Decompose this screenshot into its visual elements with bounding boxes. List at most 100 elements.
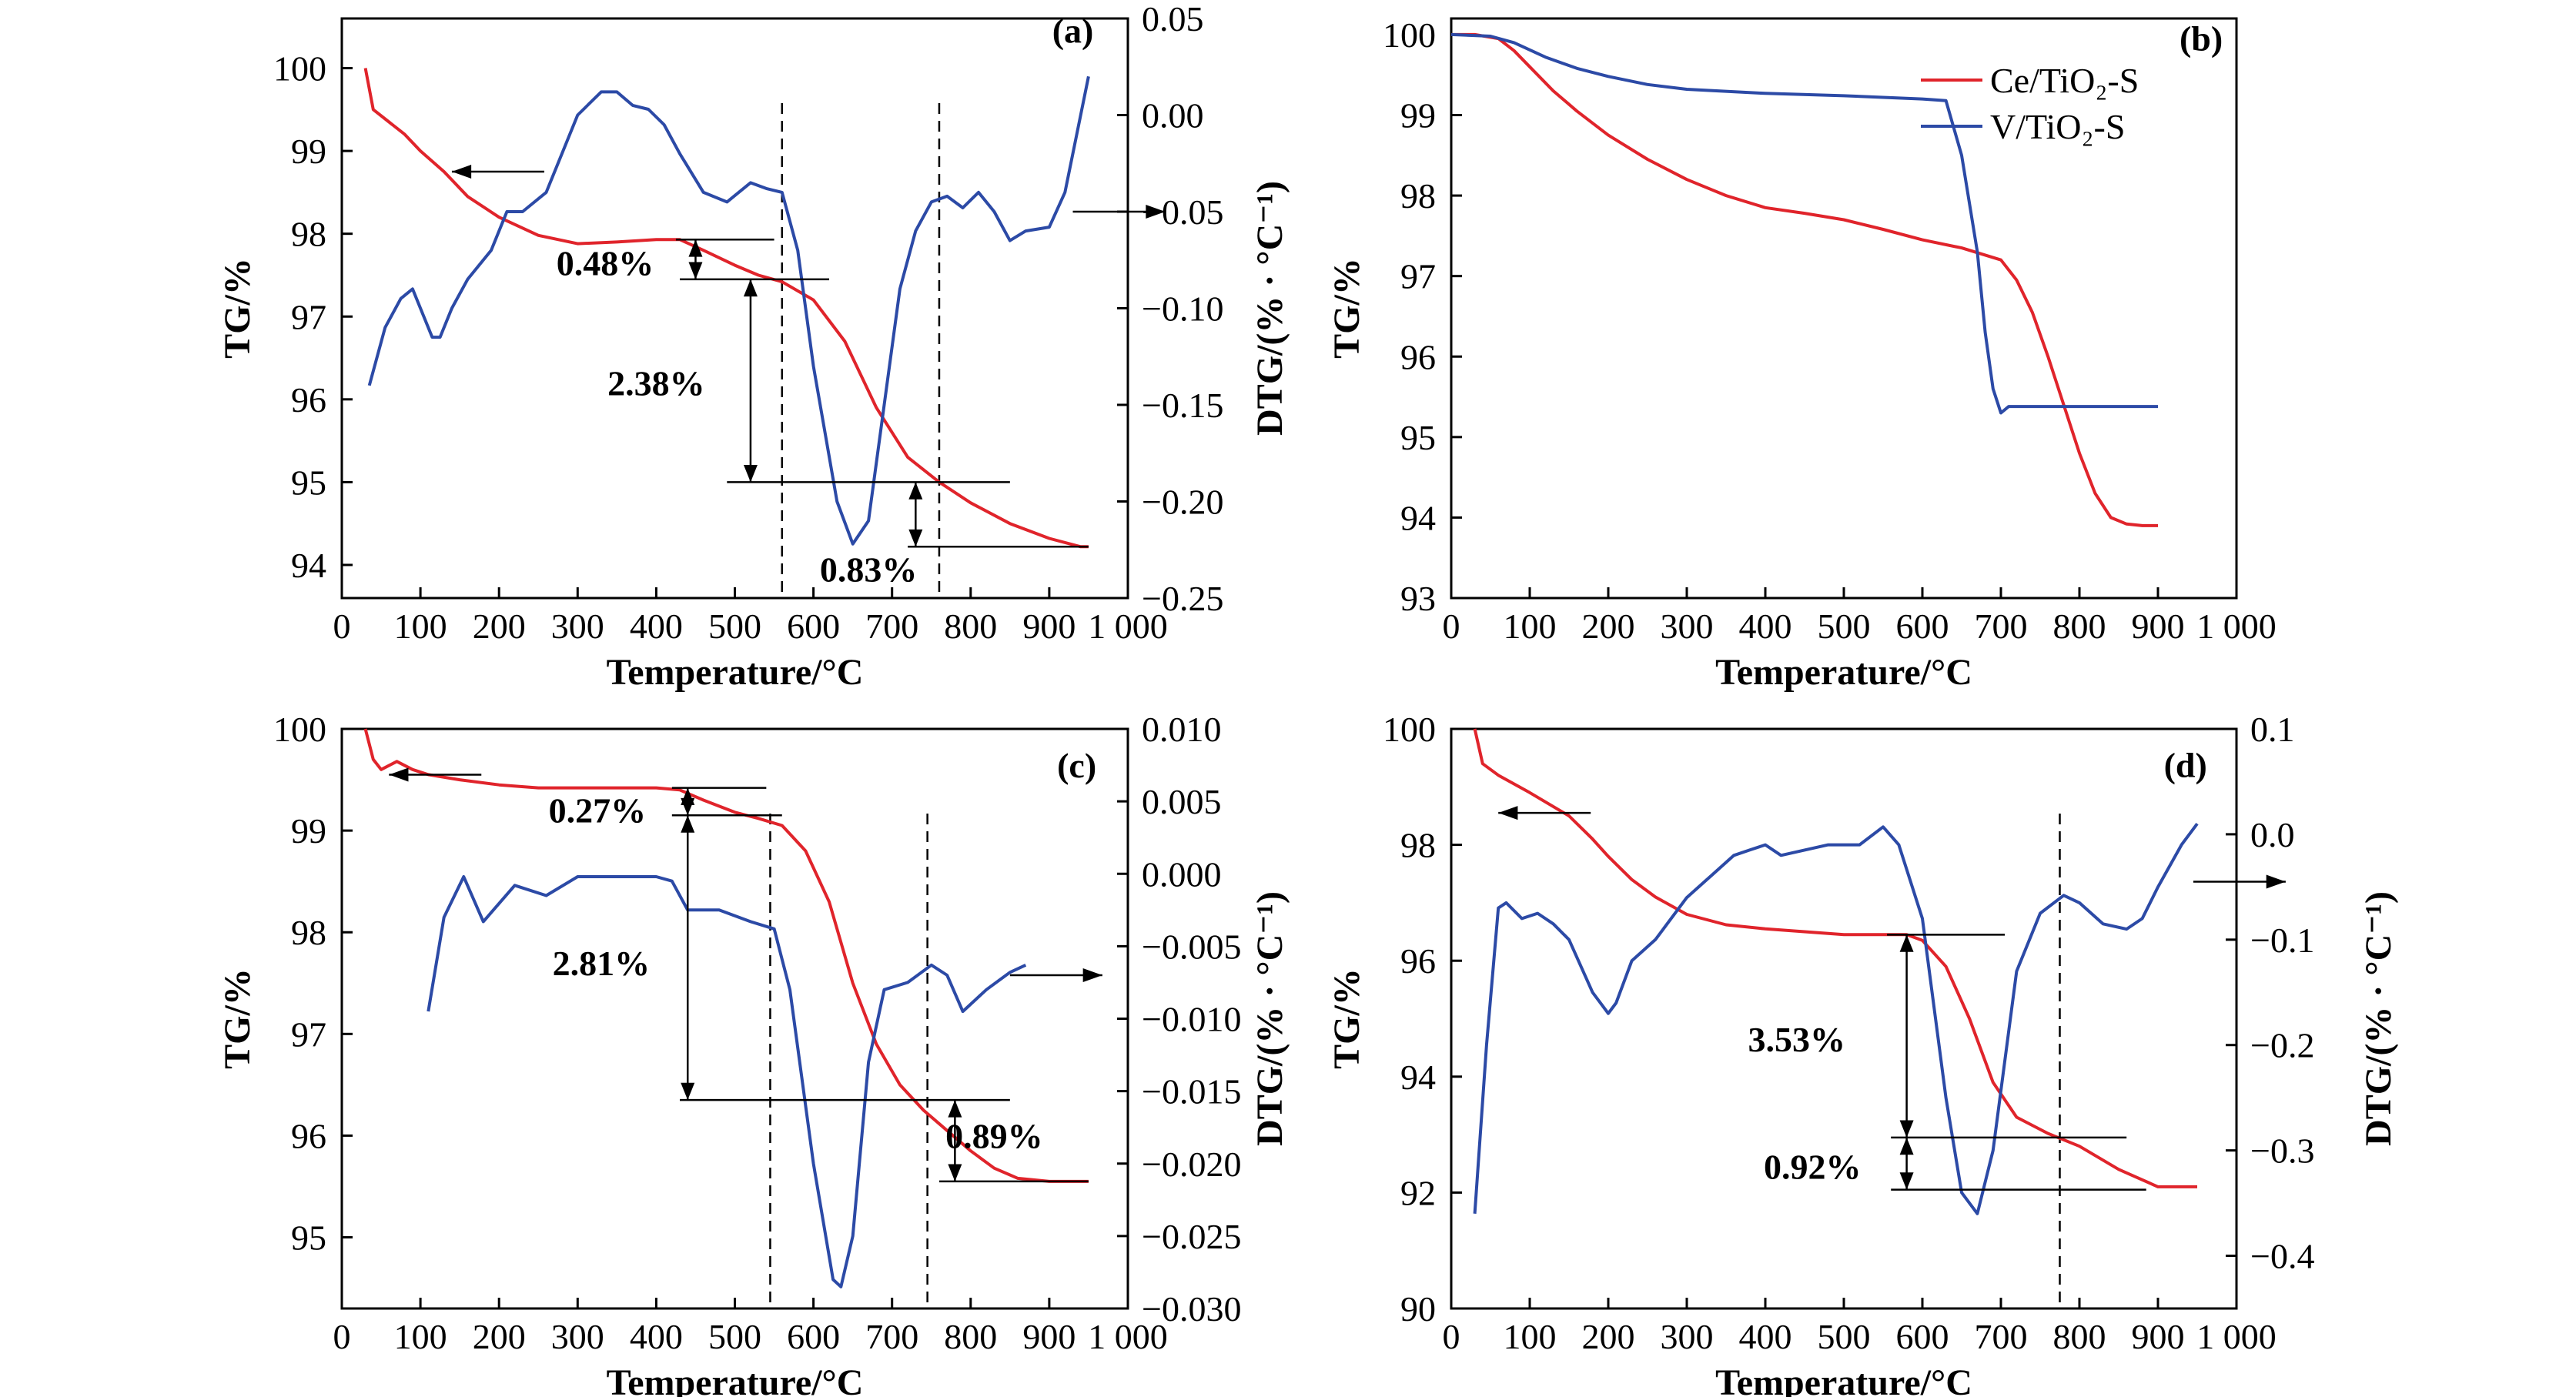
panel-label: (d) [2164, 746, 2207, 785]
y-tick-label: 96 [1400, 941, 1436, 981]
arrow-head [451, 165, 472, 179]
y-tick-label: 94 [291, 546, 326, 585]
x-tick-label: 0 [333, 1317, 351, 1356]
x-tick-label: 300 [1661, 607, 1714, 646]
dtg-curve [427, 875, 1027, 1288]
arrow-head [1899, 1172, 1914, 1190]
y-tick-label: 95 [291, 463, 326, 502]
y-tick-label: 93 [1400, 579, 1436, 618]
arrow-head [1899, 1137, 1914, 1155]
y-tick-label: 99 [1400, 96, 1436, 135]
x-tick-label: 1 000 [1088, 607, 1168, 646]
x-tick-label: 300 [551, 607, 604, 646]
mass-loss-label: 0.48% [557, 243, 654, 282]
x-tick-label: 100 [1504, 607, 1557, 646]
x-tick-label: 100 [394, 1317, 447, 1356]
y-tick-label: 96 [1400, 337, 1436, 376]
y2-tick-label: −0.005 [1142, 927, 1241, 966]
y2-tick-label: −0.015 [1142, 1072, 1241, 1111]
y-axis-label: TG/% [1326, 968, 1367, 1069]
y2-tick-label: −0.1 [2250, 921, 2314, 960]
arrow-head [948, 1164, 962, 1181]
x-tick-label: 100 [1504, 1317, 1557, 1356]
y-tick-label: 96 [291, 380, 326, 419]
x-tick-label: 500 [708, 607, 761, 646]
tg-curve [1473, 728, 2197, 1188]
x-tick-label: 600 [787, 607, 840, 646]
x-tick-label: 0 [1443, 1317, 1460, 1356]
dtg-curve [1473, 823, 2199, 1215]
x-tick-label: 500 [1818, 1317, 1871, 1356]
panel-a: 0 100 200 300 400 500 600 700 800 900 1 000 94 95 96 9… [217, 0, 1290, 693]
y2-tick-label: −0.15 [1142, 386, 1223, 425]
mass-loss-label: 0.89% [945, 1116, 1043, 1155]
arrow-head [2266, 874, 2286, 889]
panel-b: 0 100 200 300 400 500 600 700 800 900 1 000 93 94 95 9… [1326, 15, 2277, 693]
panel-label: (b) [2180, 18, 2223, 58]
y2-tick-label: −0.4 [2250, 1237, 2314, 1276]
arrow-head [908, 529, 923, 547]
y-tick-label: 95 [291, 1218, 326, 1258]
x-tick-label: 0 [1443, 607, 1460, 646]
y-tick-label: 92 [1400, 1173, 1436, 1212]
y2-tick-label: 0.1 [2250, 710, 2295, 749]
x-tick-label: 300 [1661, 1317, 1714, 1356]
arrow-head [948, 1100, 962, 1118]
y2-tick-label: −0.2 [2250, 1026, 2314, 1065]
mass-loss-label: 0.83% [820, 550, 918, 589]
x-axis-label: Temperature/°C [607, 1362, 864, 1397]
y-tick-label: 98 [1400, 826, 1436, 865]
x-tick-label: 400 [630, 607, 683, 646]
y2-tick-label: 0.005 [1142, 782, 1222, 821]
arrow-head [1899, 934, 1914, 952]
y2-tick-label: −0.025 [1142, 1217, 1241, 1256]
x-tick-label: 800 [944, 1317, 997, 1356]
x-tick-label: 1 000 [1088, 1317, 1168, 1356]
x-tick-label: 200 [473, 1317, 526, 1356]
tg-curve-1 [1450, 32, 2158, 415]
panel-d: 0 100 200 300 400 500 600 700 800 900 1 000 90 92 94 9… [1326, 710, 2399, 1397]
y2-axis-label: DTG/(% · °C⁻¹) [1250, 181, 1290, 436]
tg-curve [363, 728, 1089, 1183]
y-axis-label: TG/% [1326, 258, 1367, 359]
tg-curve [363, 68, 1089, 549]
x-tick-label: 600 [1896, 1317, 1949, 1356]
plot-frame [340, 17, 1129, 600]
panel-c: 0 100 200 300 400 500 600 700 800 900 1 000 95 96 97 9… [217, 710, 1290, 1397]
x-tick-label: 500 [708, 1317, 761, 1356]
x-tick-label: 1 000 [2196, 607, 2277, 646]
y-tick-label: 99 [291, 811, 326, 851]
y-tick-label: 99 [291, 132, 326, 171]
x-tick-label: 400 [1739, 1317, 1792, 1356]
arrow-head [743, 465, 758, 483]
arrow-head [908, 482, 923, 500]
x-tick-label: 200 [473, 607, 526, 646]
y-axis-label: TG/% [217, 968, 258, 1069]
arrow-head [743, 279, 758, 297]
y-axis-label: TG/% [217, 258, 258, 359]
legend-label: Ce/TiO₂-S [1990, 61, 2139, 100]
x-tick-label: 100 [394, 607, 447, 646]
y-tick-label: 100 [273, 710, 326, 749]
arrow-head [1899, 1120, 1914, 1138]
x-tick-label: 500 [1818, 607, 1871, 646]
y2-tick-label: −0.20 [1142, 483, 1223, 522]
y-tick-label: 94 [1400, 498, 1436, 537]
x-tick-label: 1 000 [2196, 1317, 2277, 1356]
arrow-head [1146, 205, 1166, 219]
arrow-head [681, 797, 695, 816]
x-tick-label: 400 [630, 1317, 683, 1356]
x-tick-label: 800 [2053, 607, 2106, 646]
y2-tick-label: 0.000 [1142, 854, 1222, 894]
y-tick-label: 98 [1400, 176, 1436, 216]
x-tick-label: 700 [865, 1317, 918, 1356]
x-axis-label: Temperature/°C [1715, 652, 1972, 693]
x-tick-label: 700 [1975, 607, 2028, 646]
y-tick-label: 100 [273, 49, 326, 89]
x-tick-label: 800 [2053, 1317, 2106, 1356]
x-axis-label: Temperature/°C [1715, 1362, 1972, 1397]
tg-curve-0 [1451, 32, 2158, 527]
y2-tick-label: −0.10 [1142, 289, 1223, 329]
y-tick-label: 97 [1400, 257, 1436, 296]
